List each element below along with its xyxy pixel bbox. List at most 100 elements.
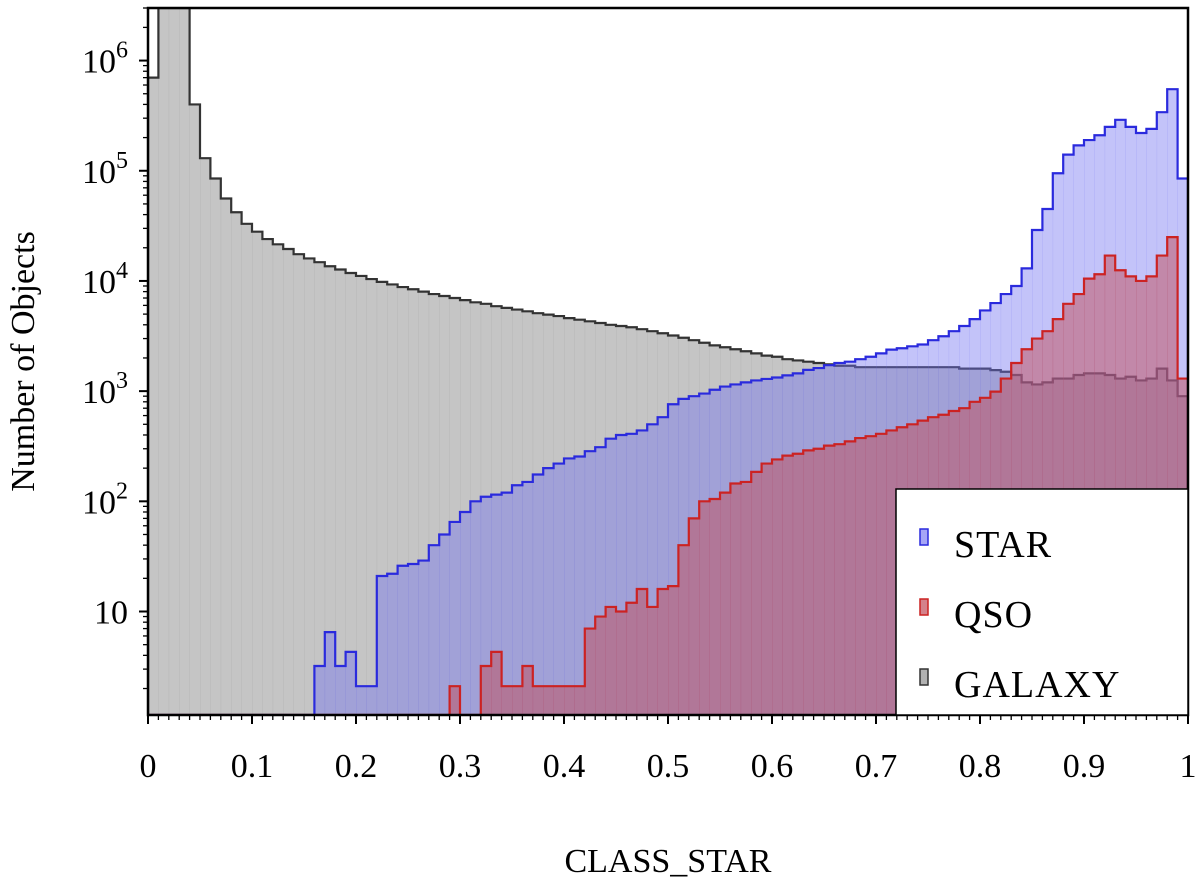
galaxy-bar bbox=[179, 8, 190, 715]
star-bar bbox=[584, 451, 596, 715]
qso-bar bbox=[636, 589, 648, 715]
qso-bar bbox=[1156, 255, 1168, 715]
y-tick-label: 105 bbox=[82, 148, 128, 191]
galaxy-bar bbox=[189, 104, 201, 715]
galaxy-bar bbox=[564, 318, 575, 715]
star-bar bbox=[647, 424, 658, 715]
qso-bar bbox=[855, 438, 866, 715]
galaxy-bar bbox=[210, 178, 222, 715]
galaxy-bar bbox=[220, 198, 232, 715]
qso-bar bbox=[1104, 255, 1116, 715]
star-bar bbox=[356, 686, 367, 715]
star-outline bbox=[148, 88, 1188, 715]
star-bar bbox=[595, 447, 606, 715]
star-bar bbox=[574, 456, 586, 715]
star-bar bbox=[449, 521, 461, 715]
star-bar bbox=[439, 534, 450, 715]
galaxy-bar bbox=[470, 302, 482, 715]
tick-labels: 0 0.1 0.2 0.3 0.4 0.5 0.6 0.7 0.8 0.9 1 10 102 103 104… bbox=[82, 38, 1197, 785]
galaxy-bar bbox=[491, 306, 502, 715]
qso-bar bbox=[751, 471, 762, 715]
galaxy-bar bbox=[678, 337, 690, 715]
x-tick-label: 0.1 bbox=[231, 748, 274, 785]
galaxy-bar bbox=[272, 244, 284, 715]
qso-bar bbox=[761, 463, 773, 715]
qso-bar bbox=[480, 666, 492, 715]
galaxy-bar bbox=[595, 323, 606, 715]
qso-bar bbox=[605, 606, 617, 715]
galaxy-bar bbox=[262, 239, 274, 715]
qso-bar bbox=[584, 628, 596, 715]
qso-bar bbox=[678, 545, 690, 715]
qso-bar bbox=[626, 602, 638, 715]
qso-bar bbox=[647, 606, 658, 715]
x-tick-label: 0.8 bbox=[959, 748, 1002, 785]
y-tick-label: 10 bbox=[94, 595, 128, 632]
galaxy-bar bbox=[158, 8, 170, 715]
galaxy-bar bbox=[657, 333, 669, 715]
galaxy-bar bbox=[460, 300, 471, 715]
qso-bar bbox=[740, 481, 752, 715]
qso-bar bbox=[824, 445, 835, 715]
galaxy-bar bbox=[345, 273, 357, 715]
qso-bar bbox=[803, 450, 814, 715]
galaxy-bar bbox=[480, 303, 492, 715]
y-tick-label: 103 bbox=[82, 368, 128, 411]
y-axis-label: Number of Objects bbox=[5, 231, 42, 492]
qso-bar bbox=[730, 483, 742, 715]
qso-legend-label: QSO bbox=[954, 594, 1033, 636]
star-bar bbox=[387, 573, 398, 715]
qso-bar bbox=[553, 686, 565, 715]
x-tick-label: 0.3 bbox=[439, 748, 482, 785]
qso-bar bbox=[709, 498, 721, 715]
star-bar bbox=[532, 474, 544, 715]
star-bar bbox=[408, 563, 419, 715]
qso-bar bbox=[886, 430, 898, 715]
galaxy-bar bbox=[532, 313, 544, 715]
star-bar bbox=[564, 458, 575, 715]
galaxy-bar bbox=[449, 298, 461, 715]
galaxy-legend-swatch bbox=[919, 668, 929, 686]
star-bar bbox=[324, 632, 336, 715]
qso-bar bbox=[532, 686, 544, 715]
galaxy-bar bbox=[168, 8, 180, 715]
galaxy-bar bbox=[512, 309, 523, 715]
galaxy-bar bbox=[356, 275, 367, 715]
galaxy-legend-label: GALAXY bbox=[954, 664, 1120, 706]
star-bar bbox=[657, 417, 669, 715]
qso-legend-swatch bbox=[919, 598, 929, 616]
star-bar bbox=[418, 560, 430, 715]
galaxy-bar bbox=[605, 324, 617, 715]
qso-bar bbox=[720, 492, 731, 715]
galaxy-bar bbox=[574, 319, 586, 715]
qso-bar bbox=[543, 686, 554, 715]
star-bar bbox=[335, 666, 346, 715]
qso-bar bbox=[564, 686, 575, 715]
star-bar bbox=[668, 404, 679, 715]
qso-bar bbox=[782, 455, 794, 715]
star-bar bbox=[460, 511, 471, 715]
galaxy-bar bbox=[314, 262, 326, 715]
qso-bar bbox=[501, 686, 513, 715]
star-bar bbox=[636, 430, 648, 715]
x-tick-label: 0.7 bbox=[855, 748, 898, 785]
galaxy-bar bbox=[283, 248, 294, 715]
x-axis-label: CLASS_STAR bbox=[564, 843, 771, 880]
galaxy-bar bbox=[324, 266, 336, 715]
star-legend-label: STAR bbox=[954, 524, 1052, 566]
x-tick-label: 0.4 bbox=[543, 748, 586, 785]
qso-bar bbox=[792, 453, 804, 715]
star-bar bbox=[376, 575, 388, 715]
star-bar bbox=[480, 496, 492, 715]
qso-bar bbox=[668, 586, 679, 715]
qso-bar bbox=[522, 666, 534, 715]
qso-bar bbox=[449, 686, 461, 715]
galaxy-bar bbox=[387, 284, 398, 715]
qso-bar bbox=[491, 651, 502, 715]
qso-bar bbox=[865, 436, 877, 715]
qso-bar bbox=[574, 686, 586, 715]
star-bar bbox=[470, 501, 482, 715]
galaxy-bar bbox=[335, 269, 346, 715]
qso-outline bbox=[148, 235, 1188, 715]
